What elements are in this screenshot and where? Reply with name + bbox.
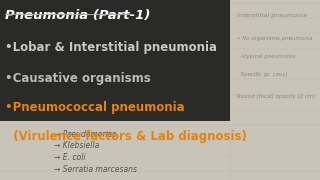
Text: Atypical pneumonia: Atypical pneumonia	[237, 54, 295, 59]
Text: Specific (p. cavy): Specific (p. cavy)	[237, 72, 287, 77]
Text: → Klebsiella: → Klebsiella	[54, 141, 100, 150]
Text: •Lobar & Interstitial pneumonia: •Lobar & Interstitial pneumonia	[5, 41, 217, 54]
FancyBboxPatch shape	[0, 0, 230, 121]
Text: (Virulence factors & Lab diagnosis): (Virulence factors & Lab diagnosis)	[5, 130, 247, 143]
Text: → E. coli: → E. coli	[54, 153, 86, 162]
Text: Round (focal) opacity (2 cm): Round (focal) opacity (2 cm)	[237, 94, 315, 99]
Text: •Pneumococcal pneumonia: •Pneumococcal pneumonia	[5, 101, 184, 114]
Text: •Causative organisms: •Causative organisms	[5, 72, 150, 85]
Text: • No organisms pneumonia: • No organisms pneumonia	[237, 36, 312, 41]
Text: Pneumonia (Part-1): Pneumonia (Part-1)	[5, 9, 150, 22]
Text: → Serratia marcesans: → Serratia marcesans	[54, 165, 137, 174]
Text: Interstitial pneumonia: Interstitial pneumonia	[237, 13, 307, 18]
Text: → Pseudomonas: → Pseudomonas	[54, 130, 116, 139]
